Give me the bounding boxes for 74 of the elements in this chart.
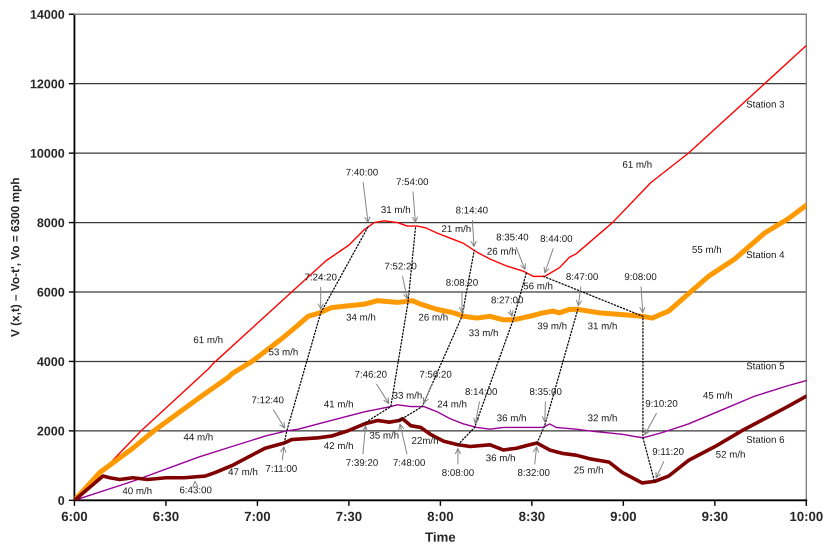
x-tick-label: 9:30 xyxy=(702,512,728,522)
x-tick-label: 8:30 xyxy=(519,512,545,522)
annotation: 7:11:00 xyxy=(266,465,297,472)
annotation: 8:35:40 xyxy=(496,234,528,241)
series-label: Station 5 xyxy=(746,362,784,370)
annotation: 8:27:00 xyxy=(491,296,524,304)
annotation: 7:46:20 xyxy=(355,370,387,378)
annotation: 7:56:20 xyxy=(420,370,452,378)
annotation: 8:35:00 xyxy=(530,388,562,395)
annotation: 35 m/h xyxy=(370,432,398,439)
annotation: 31 m/h xyxy=(381,206,410,214)
annotation: 45 m/h xyxy=(703,392,732,399)
x-tick-label: 6:30 xyxy=(153,512,179,522)
annotation: 7:12:40 xyxy=(252,396,284,404)
annotation: 8:14:00 xyxy=(465,388,498,396)
annotation: 26 m/h xyxy=(418,314,448,321)
annotation: 41 m/h xyxy=(324,400,353,408)
y-tick-label: 6000 xyxy=(37,288,64,297)
annotation: 36 m/h xyxy=(497,414,526,422)
annotation: 7:54:00 xyxy=(396,178,428,186)
annotation: 39 m/h xyxy=(538,322,566,330)
x-tick-label: 8:00 xyxy=(428,512,454,522)
annotation: 44 m/h xyxy=(184,433,213,440)
y-tick-label: 10000 xyxy=(30,148,64,158)
x-tick-label: 10:00 xyxy=(790,512,823,522)
annotation: 33 m/h xyxy=(392,392,422,399)
y-tick-label: 8000 xyxy=(37,218,64,228)
annotation: 61 m/h xyxy=(622,160,652,168)
y-tick-label: 2000 xyxy=(37,426,64,436)
x-axis-title: Time xyxy=(425,532,456,542)
y-tick-label: 0 xyxy=(58,496,64,505)
annotation: 53 m/h xyxy=(268,348,298,356)
annotation: 9:11:20 xyxy=(652,448,684,455)
x-tick-label: 7:00 xyxy=(244,512,270,522)
x-tick-label: 9:00 xyxy=(610,512,636,522)
annotation: 8:32:00 xyxy=(518,469,550,476)
annotation: 33 m/h xyxy=(469,329,498,336)
annotation: 47 m/h xyxy=(228,468,258,476)
annotation: 6:43:00 xyxy=(180,486,212,494)
annotation: 9:08:00 xyxy=(624,273,656,280)
annotation: 21 m/h xyxy=(442,225,471,232)
x-tick-label: 6:00 xyxy=(62,512,88,522)
y-tick-label: 14000 xyxy=(30,10,64,19)
annotation: 8:47:00 xyxy=(566,273,598,280)
annotation: 56 m/h xyxy=(524,282,552,290)
y-tick-label: 4000 xyxy=(37,357,64,366)
y-axis-title: V (x,t) – Vo-t', Vo = 6300 mph xyxy=(10,178,22,337)
annotation: 34 m/h xyxy=(346,314,376,321)
series-label: Station 3 xyxy=(746,100,784,108)
series-label: Station 6 xyxy=(746,436,784,443)
annotation: 8:44:00 xyxy=(540,235,572,242)
annotation: 36 m/h xyxy=(486,454,515,462)
annotation: 31 m/h xyxy=(588,322,617,330)
annotation: 32 m/h xyxy=(588,414,617,422)
annotation: 8:08:00 xyxy=(442,469,474,476)
y-tick-label: 12000 xyxy=(30,79,64,88)
annotation: 8:14:40 xyxy=(456,206,488,214)
annotation: 8:08:20 xyxy=(446,279,478,286)
annotation: 9:10:20 xyxy=(646,400,678,407)
annotation: 42 m/h xyxy=(324,442,353,450)
x-tick-label: 7:30 xyxy=(336,512,362,522)
annotation: 55 m/h xyxy=(692,246,722,253)
annotation: 25 m/h xyxy=(574,466,603,474)
annotation: 26 m/h xyxy=(487,248,516,255)
annotation: 61 m/h xyxy=(194,336,222,344)
annotation: 40 m/h xyxy=(122,487,152,494)
series-label: Station 4 xyxy=(746,251,784,258)
annotation: 7:40:00 xyxy=(346,168,378,176)
annotation: 52 m/h xyxy=(716,450,745,458)
annotation: 22m/h xyxy=(412,436,438,444)
annotation: 24 m/h xyxy=(438,400,466,408)
annotation: 7:52:20 xyxy=(384,262,416,270)
annotation: 7:39:20 xyxy=(346,459,378,466)
annotation: 7:48:00 xyxy=(393,459,425,466)
